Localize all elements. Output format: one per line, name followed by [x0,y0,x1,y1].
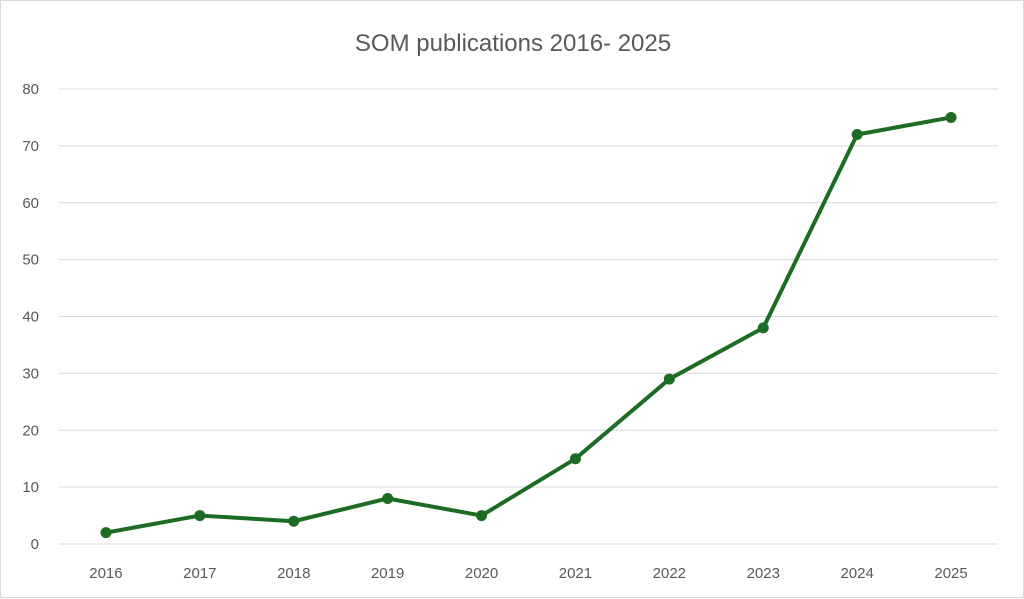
y-tick-label: 20 [22,422,39,439]
x-tick-label: 2018 [277,565,310,582]
x-tick-label: 2022 [653,565,686,582]
x-tick-label: 2016 [89,565,122,582]
data-point-2018 [288,515,300,527]
data-point-2023 [757,322,769,334]
y-tick-label: 60 [22,195,39,212]
chart-title: SOM publications 2016- 2025 [355,30,671,57]
x-tick-label: 2020 [465,565,498,582]
data-point-2020 [476,510,488,522]
data-point-2016 [100,527,112,539]
y-tick-label: 50 [22,252,39,269]
x-tick-label: 2017 [183,565,216,582]
x-tick-label: 2019 [371,565,404,582]
data-point-2017 [194,510,206,522]
x-tick-label: 2021 [559,565,592,582]
x-tick-label: 2023 [747,565,780,582]
y-tick-label: 40 [22,309,39,326]
data-point-2021 [569,453,581,465]
data-point-2025 [945,111,957,123]
x-tick-label: 2025 [934,565,967,582]
y-tick-label: 70 [22,138,39,155]
x-tick-label: 2024 [840,565,873,582]
y-tick-label: 30 [22,365,39,382]
series-line [103,115,954,535]
y-tick-label: 80 [22,81,39,98]
data-point-2019 [382,493,394,504]
data-point-2022 [663,373,675,385]
y-tick-label: 0 [31,536,39,553]
data-point-2024 [851,129,863,140]
y-tick-label: 10 [22,479,39,496]
